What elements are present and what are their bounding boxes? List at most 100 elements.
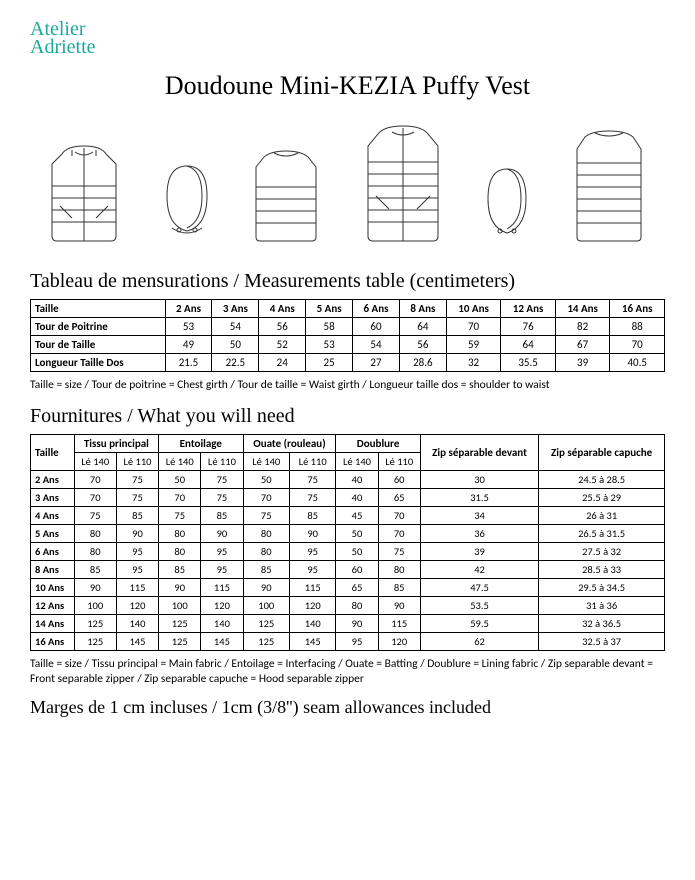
supplies-cell: 75 (201, 488, 243, 506)
supplies-group-head: Zip séparable capuche (539, 434, 665, 470)
supplies-cell: 90 (159, 578, 201, 596)
supplies-cell: 70 (378, 506, 420, 524)
meas-cell: 70 (446, 318, 501, 336)
meas-size-col: 10 Ans (446, 300, 501, 318)
supplies-row: 3 Ans707570757075406531.525.5 à 29 (31, 488, 665, 506)
meas-cell: 82 (555, 318, 610, 336)
supplies-cell: 90 (116, 524, 158, 542)
supplies-cell: 100 (243, 596, 289, 614)
brand-logo: Atelier Adriette (30, 20, 665, 56)
page-title: Doudoune Mini-KEZIA Puffy Vest (30, 71, 665, 101)
supplies-group-head: Tissu principal (74, 434, 159, 452)
meas-cell: 54 (212, 318, 259, 336)
supplies-cell: 60 (378, 470, 420, 488)
meas-head-label: Taille (31, 300, 166, 318)
supplies-row: 2 Ans70755075507540603024.5 à 28.5 (31, 470, 665, 488)
supplies-cell: 100 (159, 596, 201, 614)
supplies-cell: 75 (116, 488, 158, 506)
meas-size-col: 6 Ans (353, 300, 400, 318)
supplies-size-cell: 2 Ans (31, 470, 75, 488)
supplies-cell: 90 (201, 524, 243, 542)
supplies-group-head: Doublure (336, 434, 420, 452)
supplies-cell: 75 (201, 470, 243, 488)
supplies-note: Taille = size / Tissu principal = Main f… (30, 657, 665, 687)
measurements-note: Taille = size / Tour de poitrine = Chest… (30, 378, 665, 393)
supplies-cell: 70 (378, 524, 420, 542)
supplies-cell: 40 (336, 470, 378, 488)
supplies-group-head: Ouate (rouleau) (243, 434, 336, 452)
sketch-vest-front-short (42, 136, 127, 250)
supplies-cell: 42 (420, 560, 538, 578)
meas-size-col: 2 Ans (165, 300, 212, 318)
supplies-cell: 50 (159, 470, 201, 488)
supplies-cell: 85 (74, 560, 116, 578)
supplies-cell: 53.5 (420, 596, 538, 614)
supplies-row: 6 Ans80958095809550753927.5 à 32 (31, 542, 665, 560)
supplies-cell: 120 (201, 596, 243, 614)
supplies-cell: 145 (116, 632, 158, 650)
supplies-cell: 75 (289, 488, 335, 506)
supplies-cell: 95 (289, 542, 335, 560)
supplies-cell: 90 (74, 578, 116, 596)
meas-cell: 64 (501, 336, 556, 354)
supplies-sub-head: Lé 140 (159, 452, 201, 470)
brand-line1: Atelier (30, 20, 665, 38)
sketch-hood-1 (157, 156, 217, 250)
supplies-cell: 95 (116, 542, 158, 560)
supplies-cell: 80 (159, 542, 201, 560)
supplies-cell: 47.5 (420, 578, 538, 596)
brand-line2: Adriette (30, 38, 665, 56)
meas-cell: 60 (353, 318, 400, 336)
supplies-cell: 145 (201, 632, 243, 650)
sketch-row (30, 116, 665, 250)
supplies-cell: 39 (420, 542, 538, 560)
meas-cell: 28.6 (399, 354, 446, 372)
meas-cell: 27 (353, 354, 400, 372)
supplies-sub-head: Lé 110 (289, 452, 335, 470)
meas-row-label: Longueur Taille Dos (31, 354, 166, 372)
supplies-row: 8 Ans85958595859560804228.5 à 33 (31, 560, 665, 578)
supplies-cell: 70 (74, 470, 116, 488)
supplies-cell: 120 (378, 632, 420, 650)
supplies-cell: 140 (201, 614, 243, 632)
supplies-cell: 65 (378, 488, 420, 506)
meas-cell: 21.5 (165, 354, 212, 372)
supplies-sub-head: Lé 140 (74, 452, 116, 470)
measurements-table: Taille2 Ans3 Ans4 Ans5 Ans6 Ans8 Ans10 A… (30, 299, 665, 372)
supplies-sub-head: Lé 140 (336, 452, 378, 470)
supplies-cell: 125 (74, 614, 116, 632)
supplies-cell: 24.5 à 28.5 (539, 470, 665, 488)
supplies-cell: 85 (378, 578, 420, 596)
supplies-cell: 125 (74, 632, 116, 650)
supplies-cell: 95 (289, 560, 335, 578)
meas-cell: 53 (306, 336, 353, 354)
supplies-cell: 85 (116, 506, 158, 524)
meas-cell: 50 (212, 336, 259, 354)
supplies-cell: 75 (289, 470, 335, 488)
supplies-cell: 85 (289, 506, 335, 524)
supplies-cell: 60 (336, 560, 378, 578)
supplies-cell: 70 (243, 488, 289, 506)
supplies-cell: 145 (289, 632, 335, 650)
supplies-cell: 30 (420, 470, 538, 488)
supplies-cell: 70 (74, 488, 116, 506)
meas-cell: 56 (259, 318, 306, 336)
meas-row-label: Tour de Poitrine (31, 318, 166, 336)
meas-cell: 67 (555, 336, 610, 354)
supplies-cell: 90 (336, 614, 378, 632)
supplies-cell: 26 à 31 (539, 506, 665, 524)
supplies-cell: 25.5 à 29 (539, 488, 665, 506)
supplies-cell: 80 (243, 524, 289, 542)
supplies-cell: 120 (116, 596, 158, 614)
meas-size-col: 5 Ans (306, 300, 353, 318)
supplies-cell: 115 (201, 578, 243, 596)
supplies-cell: 125 (159, 614, 201, 632)
sketch-hood-2 (480, 161, 535, 250)
supplies-row: 4 Ans75857585758545703426 à 31 (31, 506, 665, 524)
supplies-cell: 90 (378, 596, 420, 614)
supplies-cell: 95 (336, 632, 378, 650)
supplies-table: Taille Tissu principalEntoilageOuate (ro… (30, 434, 665, 651)
supplies-cell: 32.5 à 37 (539, 632, 665, 650)
supplies-cell: 70 (159, 488, 201, 506)
meas-size-col: 14 Ans (555, 300, 610, 318)
